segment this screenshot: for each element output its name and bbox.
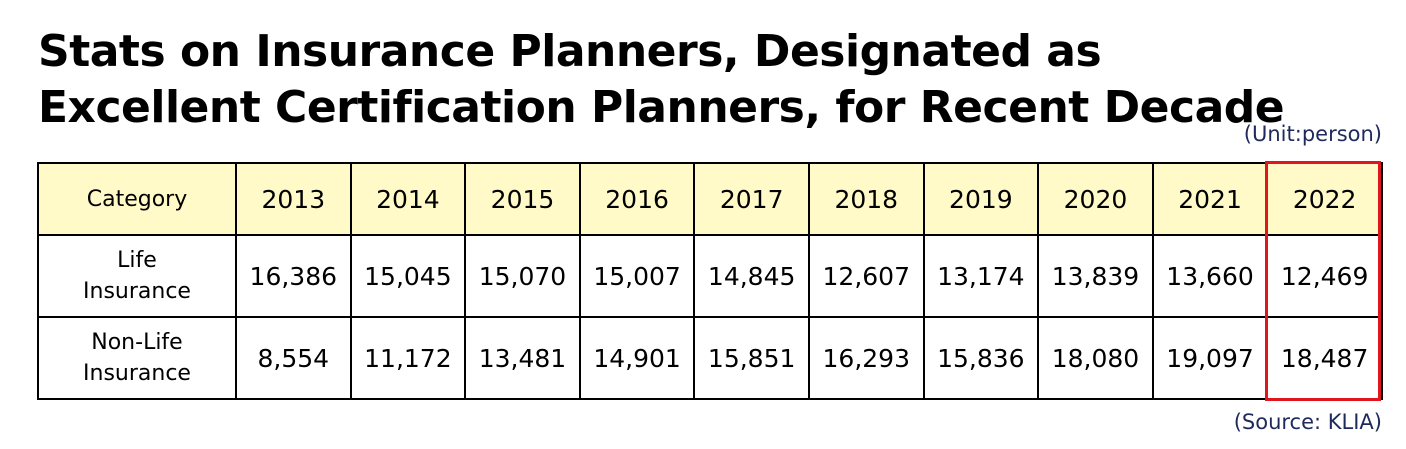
value-cell-highlighted: 12,469	[1266, 234, 1383, 318]
table-row-non-life-insurance: Non-Life Insurance 8,554 11,172 13,481 1…	[37, 316, 1383, 400]
value-cell: 14,901	[578, 316, 696, 400]
row-label: Non-Life Insurance	[37, 316, 237, 400]
row-label-line: Life	[117, 248, 157, 273]
chart-title: Stats on Insurance Planners, Designated …	[38, 26, 1285, 133]
unit-note: (Unit:person)	[1243, 122, 1382, 146]
value-cell: 15,836	[922, 316, 1040, 400]
value-cell: 15,045	[349, 234, 467, 318]
row-label-line: Insurance	[83, 279, 191, 304]
header-row: Category 2013 2014 2015 2016 2017 2018 2…	[37, 162, 1383, 236]
value-cell: 13,839	[1037, 234, 1154, 318]
row-label-line: Non-Life	[91, 330, 183, 355]
header-year: 2016	[578, 162, 696, 236]
stats-table: Category 2013 2014 2015 2016 2017 2018 2…	[37, 162, 1383, 400]
header-year-highlighted: 2022	[1266, 162, 1383, 236]
header-year: 2021	[1151, 162, 1269, 236]
value-cell: 19,097	[1151, 316, 1269, 400]
value-cell: 8,554	[235, 316, 352, 400]
header-year: 2018	[807, 162, 925, 236]
source-note: (Source: KLIA)	[1233, 410, 1382, 434]
table-row-life-insurance: Life Insurance 16,386 15,045 15,070 15,0…	[37, 234, 1383, 318]
value-cell: 16,293	[807, 316, 925, 400]
header-year: 2013	[235, 162, 352, 236]
header-category: Category	[37, 162, 237, 236]
header-year: 2014	[349, 162, 467, 236]
row-label: Life Insurance	[37, 234, 237, 318]
header-year: 2020	[1037, 162, 1154, 236]
value-cell: 12,607	[807, 234, 925, 318]
value-cell: 15,007	[578, 234, 696, 318]
value-cell: 11,172	[349, 316, 467, 400]
header-year: 2017	[693, 162, 810, 236]
header-year: 2019	[922, 162, 1040, 236]
value-cell: 18,080	[1037, 316, 1154, 400]
value-cell: 16,386	[235, 234, 352, 318]
row-label-line: Insurance	[83, 361, 191, 386]
value-cell: 14,845	[693, 234, 810, 318]
value-cell: 13,174	[922, 234, 1040, 318]
value-cell: 15,851	[693, 316, 810, 400]
header-year: 2015	[464, 162, 581, 236]
value-cell: 13,481	[464, 316, 581, 400]
value-cell-highlighted: 18,487	[1266, 316, 1383, 400]
value-cell: 15,070	[464, 234, 581, 318]
value-cell: 13,660	[1151, 234, 1269, 318]
